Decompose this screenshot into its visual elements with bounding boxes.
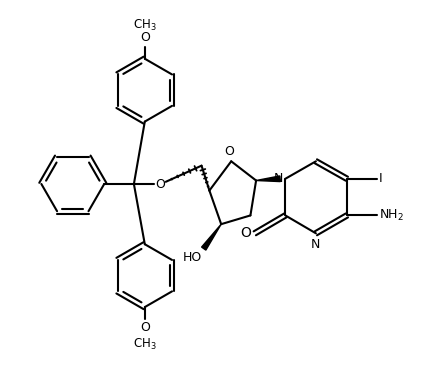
Text: O: O xyxy=(140,322,150,335)
Polygon shape xyxy=(201,224,221,250)
Text: N: N xyxy=(273,172,283,185)
Polygon shape xyxy=(256,176,280,181)
Text: O: O xyxy=(224,145,234,158)
Text: NH$_2$: NH$_2$ xyxy=(379,208,404,223)
Text: O: O xyxy=(155,177,165,191)
Text: CH$_3$: CH$_3$ xyxy=(133,17,157,32)
Text: HO: HO xyxy=(182,251,201,264)
Text: N: N xyxy=(311,238,321,251)
Text: O: O xyxy=(140,31,150,44)
Text: I: I xyxy=(379,172,382,185)
Text: O: O xyxy=(240,226,251,240)
Text: CH$_3$: CH$_3$ xyxy=(133,337,157,352)
